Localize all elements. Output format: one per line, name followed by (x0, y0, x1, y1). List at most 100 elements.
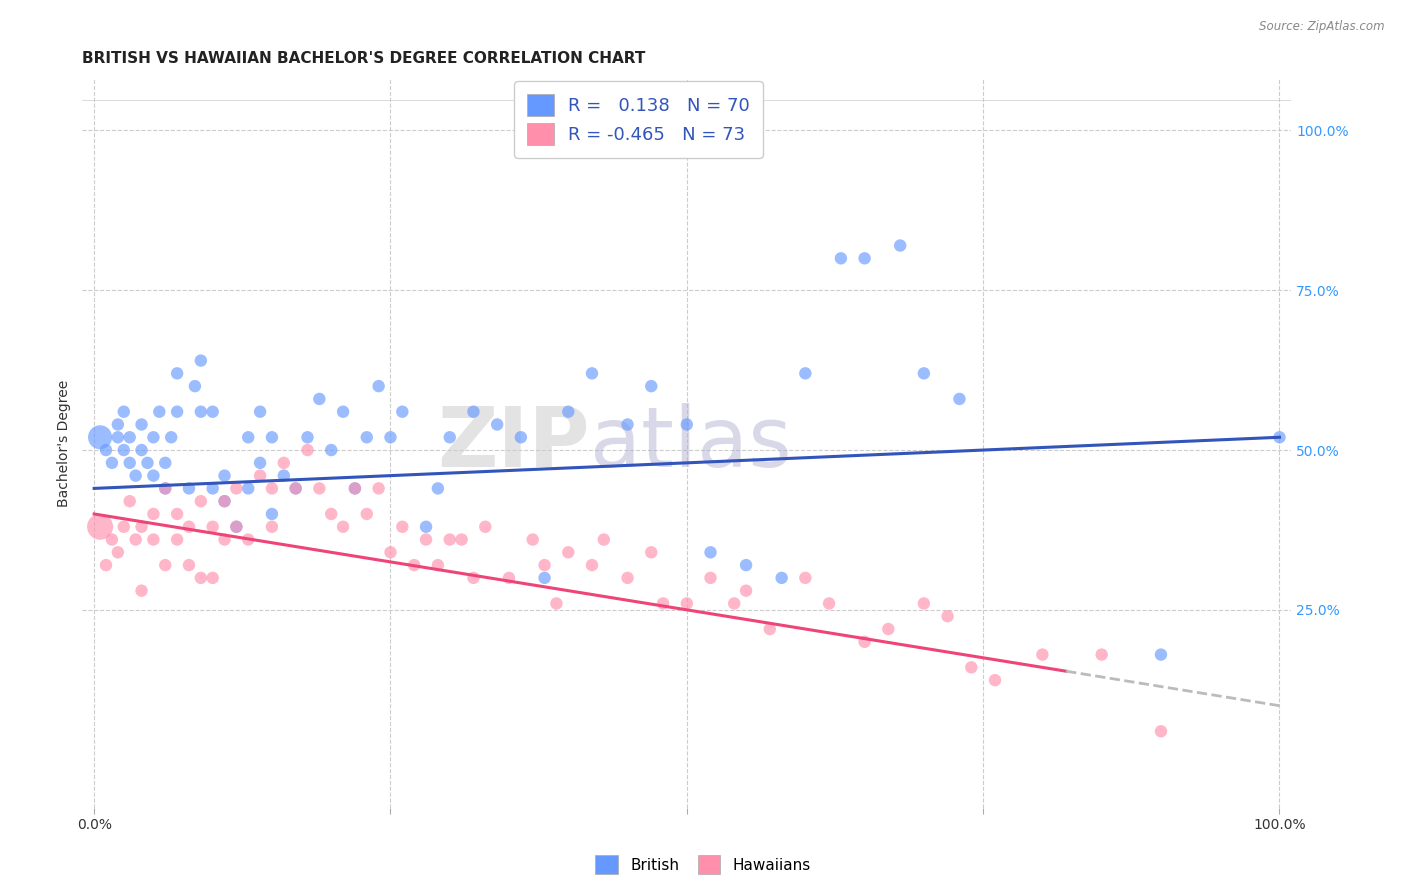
Point (94, 443, 117, 458)
Point (486, 417, 509, 432)
Point (960, 660, 983, 674)
Point (343, 482, 366, 496)
Point (112, 405, 135, 419)
Point (131, 417, 153, 432)
Point (640, 545, 662, 559)
Legend: R =   0.138   N = 70, R = -0.465   N = 73: R = 0.138 N = 70, R = -0.465 N = 73 (515, 81, 762, 158)
Point (238, 482, 260, 496)
Point (1091, 648, 1114, 662)
Point (177, 558, 200, 573)
Point (107, 430, 129, 444)
Point (107, 417, 129, 432)
Point (332, 405, 354, 419)
Point (415, 533, 437, 547)
Point (759, 622, 782, 636)
Point (509, 430, 531, 444)
Point (107, 545, 129, 559)
Text: atlas: atlas (591, 403, 792, 484)
Point (912, 597, 935, 611)
Point (308, 482, 330, 496)
Point (984, 673, 1007, 688)
Point (184, 379, 207, 393)
Point (201, 520, 224, 534)
Point (101, 456, 124, 470)
Point (142, 507, 165, 521)
Point (284, 482, 307, 496)
Point (214, 494, 236, 508)
Point (177, 482, 200, 496)
Point (166, 533, 188, 547)
Point (889, 238, 911, 252)
Point (439, 533, 461, 547)
Point (321, 507, 343, 521)
Point (450, 533, 472, 547)
Point (652, 597, 675, 611)
Point (592, 533, 614, 547)
Point (190, 571, 212, 585)
Point (474, 520, 496, 534)
Point (166, 507, 188, 521)
Point (89, 520, 111, 534)
Point (166, 405, 188, 419)
Point (297, 443, 319, 458)
Point (1268, 430, 1291, 444)
Point (273, 468, 295, 483)
Point (818, 597, 841, 611)
Point (273, 456, 295, 470)
Text: ZIP: ZIP (437, 403, 591, 484)
Point (177, 520, 200, 534)
Point (735, 583, 758, 598)
Point (415, 520, 437, 534)
Point (356, 430, 378, 444)
Point (112, 443, 135, 458)
Point (136, 456, 159, 470)
Point (118, 494, 141, 508)
Point (948, 392, 970, 406)
Point (214, 468, 236, 483)
Point (160, 430, 183, 444)
Point (166, 367, 188, 381)
Point (391, 405, 413, 419)
Point (201, 571, 224, 585)
Point (723, 597, 745, 611)
Point (155, 558, 177, 573)
Point (581, 367, 603, 381)
Point (498, 571, 520, 585)
Point (439, 430, 461, 444)
Point (225, 482, 247, 496)
Point (214, 533, 236, 547)
Point (155, 482, 177, 496)
Point (201, 405, 224, 419)
Point (356, 507, 378, 521)
Text: BRITISH VS HAWAIIAN BACHELOR'S DEGREE CORRELATION CHART: BRITISH VS HAWAIIAN BACHELOR'S DEGREE CO… (83, 51, 645, 66)
Point (426, 558, 449, 573)
Point (557, 405, 579, 419)
Point (877, 622, 900, 636)
Point (260, 520, 283, 534)
Point (380, 430, 402, 444)
Point (214, 494, 236, 508)
Point (699, 545, 721, 559)
Point (675, 417, 697, 432)
Point (118, 456, 141, 470)
Point (142, 533, 165, 547)
Point (830, 252, 852, 266)
Point (249, 468, 271, 483)
Point (190, 405, 212, 419)
Point (201, 482, 224, 496)
Point (794, 367, 817, 381)
Point (735, 558, 758, 573)
Point (238, 533, 260, 547)
Point (557, 545, 579, 559)
Point (284, 482, 307, 496)
Point (131, 583, 153, 598)
Point (1031, 648, 1053, 662)
Point (391, 520, 413, 534)
Point (155, 482, 177, 496)
Point (522, 533, 544, 547)
Point (112, 520, 135, 534)
Point (155, 456, 177, 470)
Point (1150, 648, 1173, 662)
Point (380, 545, 402, 559)
Point (94, 558, 117, 573)
